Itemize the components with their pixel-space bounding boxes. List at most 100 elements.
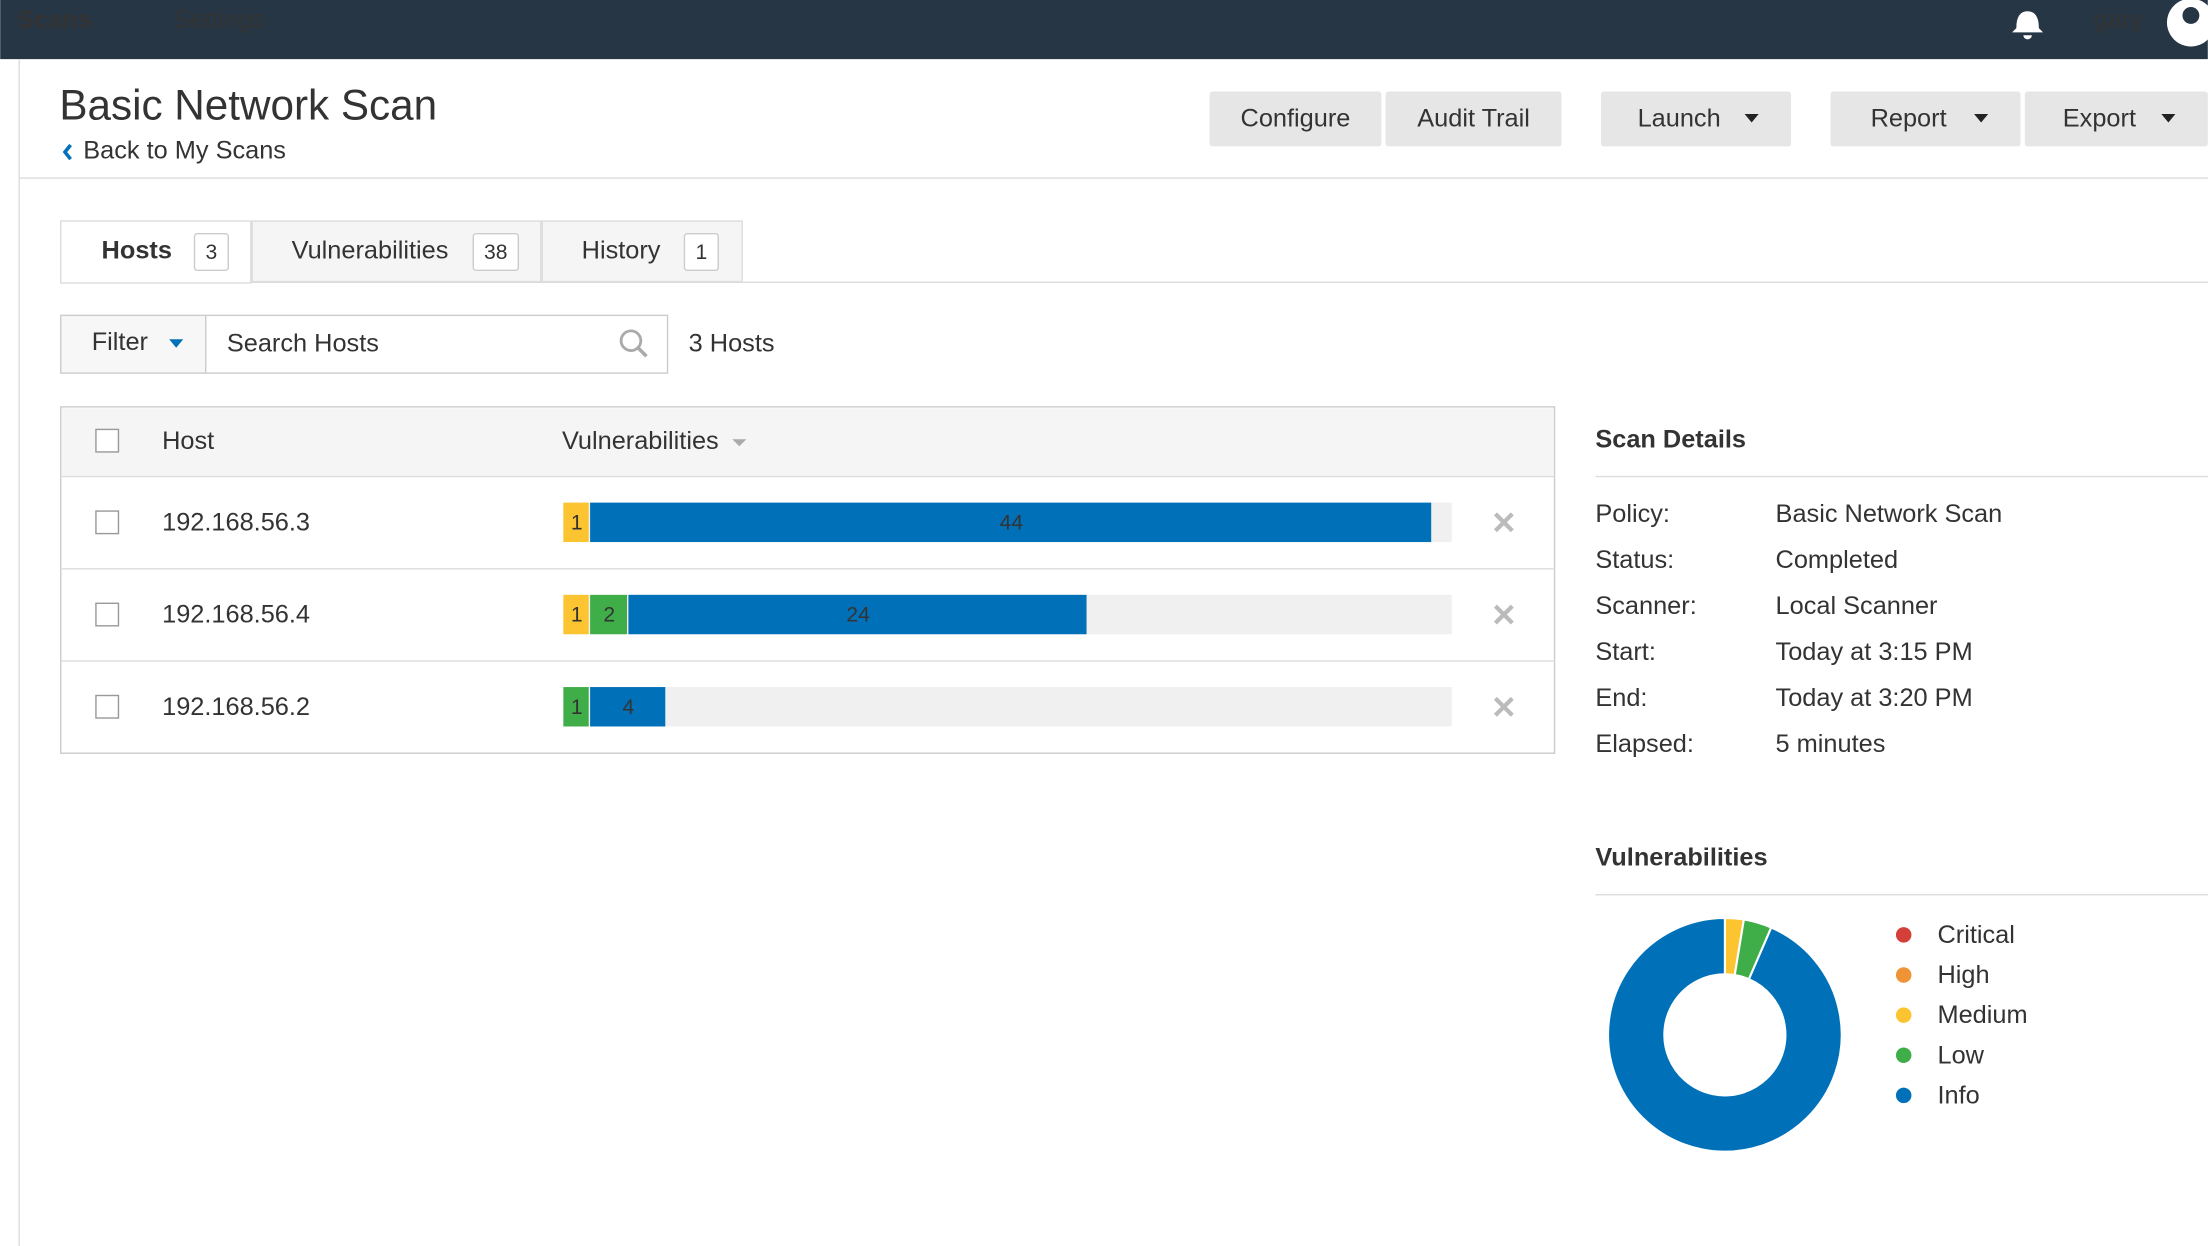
remove-icon[interactable] — [1493, 604, 1514, 625]
checkbox[interactable] — [95, 602, 120, 627]
table-header — [62, 408, 1554, 476]
column-header: Host — [162, 427, 214, 455]
filter-label: Filter — [92, 328, 149, 356]
vuln-segment[interactable] — [590, 594, 628, 635]
vuln-segment[interactable] — [563, 502, 589, 543]
donut-slice[interactable] — [1607, 916, 1843, 1153]
tab-count: 3 — [206, 241, 218, 264]
tab-label: Vulnerabilities — [292, 237, 449, 265]
button-label: Report — [1871, 104, 1947, 132]
bar-track — [563, 687, 1452, 727]
tab-count: 38 — [484, 241, 507, 264]
detail-value: 5 minutes — [1776, 730, 1886, 758]
back-link[interactable]: Back to My Scans — [83, 137, 286, 165]
section-divider — [1595, 894, 2208, 896]
button[interactable] — [1830, 91, 2021, 147]
segment-label: 24 — [846, 604, 870, 627]
legend-dot — [1895, 967, 1912, 983]
segment-label: 1 — [571, 511, 583, 534]
tab-count-box — [472, 233, 520, 272]
vuln-segment[interactable] — [628, 594, 1087, 635]
search-input[interactable] — [205, 314, 669, 374]
page-title: Basic Network Scan — [59, 82, 437, 129]
caret — [169, 339, 184, 348]
legend-dot — [1895, 1047, 1912, 1063]
left-border — [18, 59, 20, 1246]
detail-value: Today at 3:15 PM — [1776, 638, 1973, 666]
button[interactable] — [1600, 91, 1792, 147]
button-label: Audit Trail — [1417, 104, 1530, 132]
legend-label: High — [1937, 961, 1989, 989]
detail-key: End: — [1595, 684, 1647, 712]
checkbox[interactable] — [95, 510, 120, 535]
caret — [2161, 114, 2176, 123]
segment-label: 1 — [571, 604, 583, 627]
vuln-segment[interactable] — [563, 594, 589, 635]
tab-count-box — [683, 233, 719, 272]
button[interactable] — [2024, 91, 2208, 147]
button[interactable] — [1385, 91, 1562, 147]
tabs-divider — [250, 281, 2208, 283]
checkbox[interactable] — [95, 694, 120, 719]
segment-label: 4 — [623, 696, 635, 719]
legend-label: Low — [1937, 1041, 1984, 1069]
segment-label: 1 — [571, 696, 583, 719]
tab-label: History — [582, 237, 661, 265]
segment-label: 2 — [603, 604, 615, 627]
legend-label: Critical — [1937, 921, 2014, 949]
detail-key: Elapsed: — [1595, 730, 1694, 758]
button[interactable] — [1209, 91, 1382, 147]
remove-icon[interactable] — [1493, 512, 1514, 533]
avatar-head — [2182, 7, 2200, 24]
legend-dot — [1895, 1087, 1912, 1104]
nav-item[interactable]: Scans — [17, 6, 92, 34]
caret — [1974, 114, 1989, 123]
button-label: Launch — [1638, 104, 1721, 132]
tab-count: 1 — [695, 241, 707, 264]
column-header: Vulnerabilities — [562, 427, 719, 455]
button-label: Export — [2063, 104, 2136, 132]
legend-dot — [1895, 1007, 1912, 1023]
vuln-segment[interactable] — [590, 502, 1432, 543]
tab-count-box — [193, 233, 229, 272]
caret — [1744, 114, 1759, 123]
sort-caret — [732, 439, 747, 447]
row-divider — [60, 475, 1555, 478]
legend-label: Info — [1937, 1081, 1979, 1109]
host-ip[interactable]: 192.168.56.4 — [162, 601, 310, 629]
button-label: Configure — [1241, 104, 1351, 132]
host-ip[interactable]: 192.168.56.2 — [162, 693, 310, 721]
detail-value: Local Scanner — [1776, 592, 1938, 620]
legend-dot — [1895, 927, 1912, 943]
detail-value: Completed — [1776, 546, 1899, 574]
vuln-segment[interactable] — [590, 687, 666, 727]
remove-icon[interactable] — [1493, 696, 1514, 717]
section-title: Vulnerabilities — [1595, 844, 1767, 872]
row-divider — [60, 660, 1555, 662]
back-chevron — [62, 143, 72, 161]
vuln-segment[interactable] — [563, 687, 589, 727]
segment-label: 44 — [1000, 511, 1024, 534]
search-icon-handle — [636, 346, 648, 358]
hosts-summary: 3 Hosts — [689, 330, 775, 358]
detail-key: Scanner: — [1595, 592, 1696, 620]
top-nav — [0, 0, 2208, 60]
host-ip[interactable]: 192.168.56.3 — [162, 508, 310, 536]
checkbox[interactable] — [95, 428, 120, 453]
detail-key: Policy: — [1595, 500, 1670, 528]
detail-value: Basic Network Scan — [1776, 500, 2003, 528]
tab-label: Hosts — [102, 237, 172, 265]
user-name[interactable]: gary — [2094, 6, 2144, 34]
detail-key: Status: — [1595, 546, 1674, 574]
search-placeholder: Search Hosts — [227, 330, 379, 358]
section-title: Scan Details — [1595, 425, 1746, 453]
legend-label: Medium — [1937, 1001, 2027, 1029]
detail-value: Today at 3:20 PM — [1776, 684, 1973, 712]
row-divider — [60, 568, 1555, 570]
header-divider — [18, 177, 2208, 179]
nav-item[interactable]: Settings — [173, 6, 265, 34]
filter-button[interactable] — [60, 314, 207, 374]
section-divider — [1595, 475, 2208, 478]
